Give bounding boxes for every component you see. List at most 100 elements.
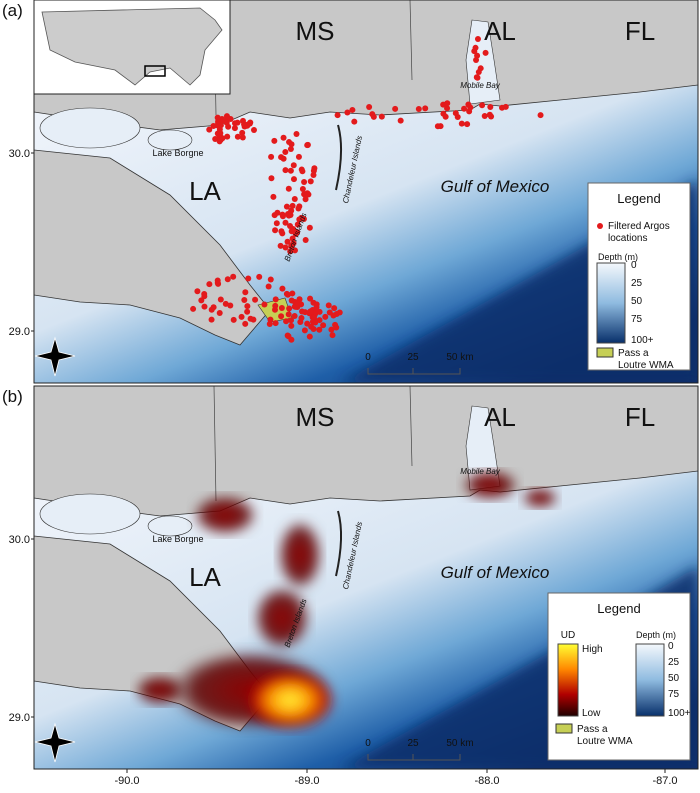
argos-location [334, 112, 341, 119]
argos-location [288, 141, 295, 148]
argos-location [201, 303, 208, 310]
argos-location [244, 308, 251, 315]
argos-location [465, 101, 472, 108]
region-label: AL [484, 16, 516, 46]
argos-location [230, 273, 237, 280]
argos-location [299, 308, 306, 315]
argos-location [301, 191, 308, 198]
argos-location [256, 273, 263, 280]
state-border [213, 386, 413, 502]
argos-location [290, 240, 297, 247]
argos-location [239, 134, 246, 141]
argos-location [392, 105, 399, 112]
argos-location [230, 316, 237, 323]
argos-location [415, 106, 422, 113]
argos-location [307, 178, 314, 185]
depth-tick: 50 [668, 673, 680, 684]
argos-location [291, 247, 298, 254]
depth-tick: 75 [631, 314, 643, 325]
argos-location [206, 126, 213, 133]
argos-location [329, 332, 336, 339]
depth-tick: 100+ [668, 708, 691, 719]
argos-location [285, 311, 292, 318]
argos-location [333, 324, 340, 331]
argos-location [241, 297, 248, 304]
scale-label: 25 [407, 738, 419, 749]
argos-location [287, 248, 294, 255]
argos-location [227, 302, 234, 309]
legend-label: locations [608, 233, 647, 244]
scale-label: 0 [365, 738, 371, 749]
argos-location [283, 318, 290, 325]
argos-location [287, 167, 294, 174]
argos-location [266, 320, 273, 327]
lake [147, 515, 193, 537]
argos-location [206, 281, 213, 288]
utilization-density [462, 470, 518, 500]
chandeleur [335, 124, 343, 191]
argos-location [267, 276, 274, 283]
argos-location [234, 133, 241, 140]
argos-location [464, 121, 471, 128]
scale-label: 50 km [446, 738, 473, 749]
argos-location [279, 285, 286, 292]
argos-location [280, 134, 287, 141]
argos-location [473, 74, 480, 81]
argos-location [190, 305, 197, 312]
argos-location [224, 276, 231, 283]
place-label: Mobile Bay [460, 81, 501, 90]
argos-location [282, 167, 289, 174]
argos-location [272, 227, 279, 234]
utilization-density [245, 670, 335, 730]
legend-label: Pass a [618, 348, 649, 359]
argos-location [219, 135, 226, 142]
argos-location [349, 106, 356, 113]
mobile-bay [465, 19, 501, 105]
argos-location [481, 113, 488, 120]
place-label: Mobile Bay [460, 467, 501, 476]
argos-location [210, 304, 217, 311]
lon-tick-label: -88.0 [474, 775, 499, 787]
argos-location [288, 228, 295, 235]
argos-location [238, 313, 245, 320]
argos-location [291, 312, 298, 319]
legend-label: Depth (m) [598, 252, 638, 262]
depth-tick: 25 [631, 278, 643, 289]
lon-tick-label: -87.0 [652, 775, 677, 787]
region-label: LA [189, 562, 221, 592]
region-label: FL [625, 402, 655, 432]
lake [147, 129, 193, 151]
argos-location [286, 305, 293, 312]
argos-location [247, 315, 254, 322]
argos-location [461, 105, 468, 112]
argos-location [301, 178, 308, 185]
place-label: Lake Borgne [152, 534, 203, 544]
depth-tick: 0 [631, 260, 637, 271]
argos-location [224, 133, 231, 140]
scale-bar [367, 368, 461, 375]
argos-location [307, 308, 314, 315]
argos-location [282, 219, 289, 226]
depth-tick: 0 [668, 641, 674, 652]
argos-location [487, 103, 494, 110]
argos-location [366, 104, 373, 111]
lake [39, 493, 141, 535]
argos-location [278, 154, 285, 161]
argos-location [299, 168, 306, 175]
argos-location [304, 320, 311, 327]
usa-outline [41, 7, 223, 86]
argos-location [239, 129, 246, 136]
argos-location [369, 111, 376, 118]
argos-location [288, 317, 295, 324]
argos-location [293, 130, 300, 137]
legend-point [597, 223, 603, 229]
argos-location [244, 303, 251, 310]
legend-label: Depth (m) [636, 630, 676, 640]
argos-location [271, 212, 278, 219]
compass [34, 336, 76, 377]
argos-location [288, 207, 295, 214]
region-label: MS [296, 16, 335, 46]
